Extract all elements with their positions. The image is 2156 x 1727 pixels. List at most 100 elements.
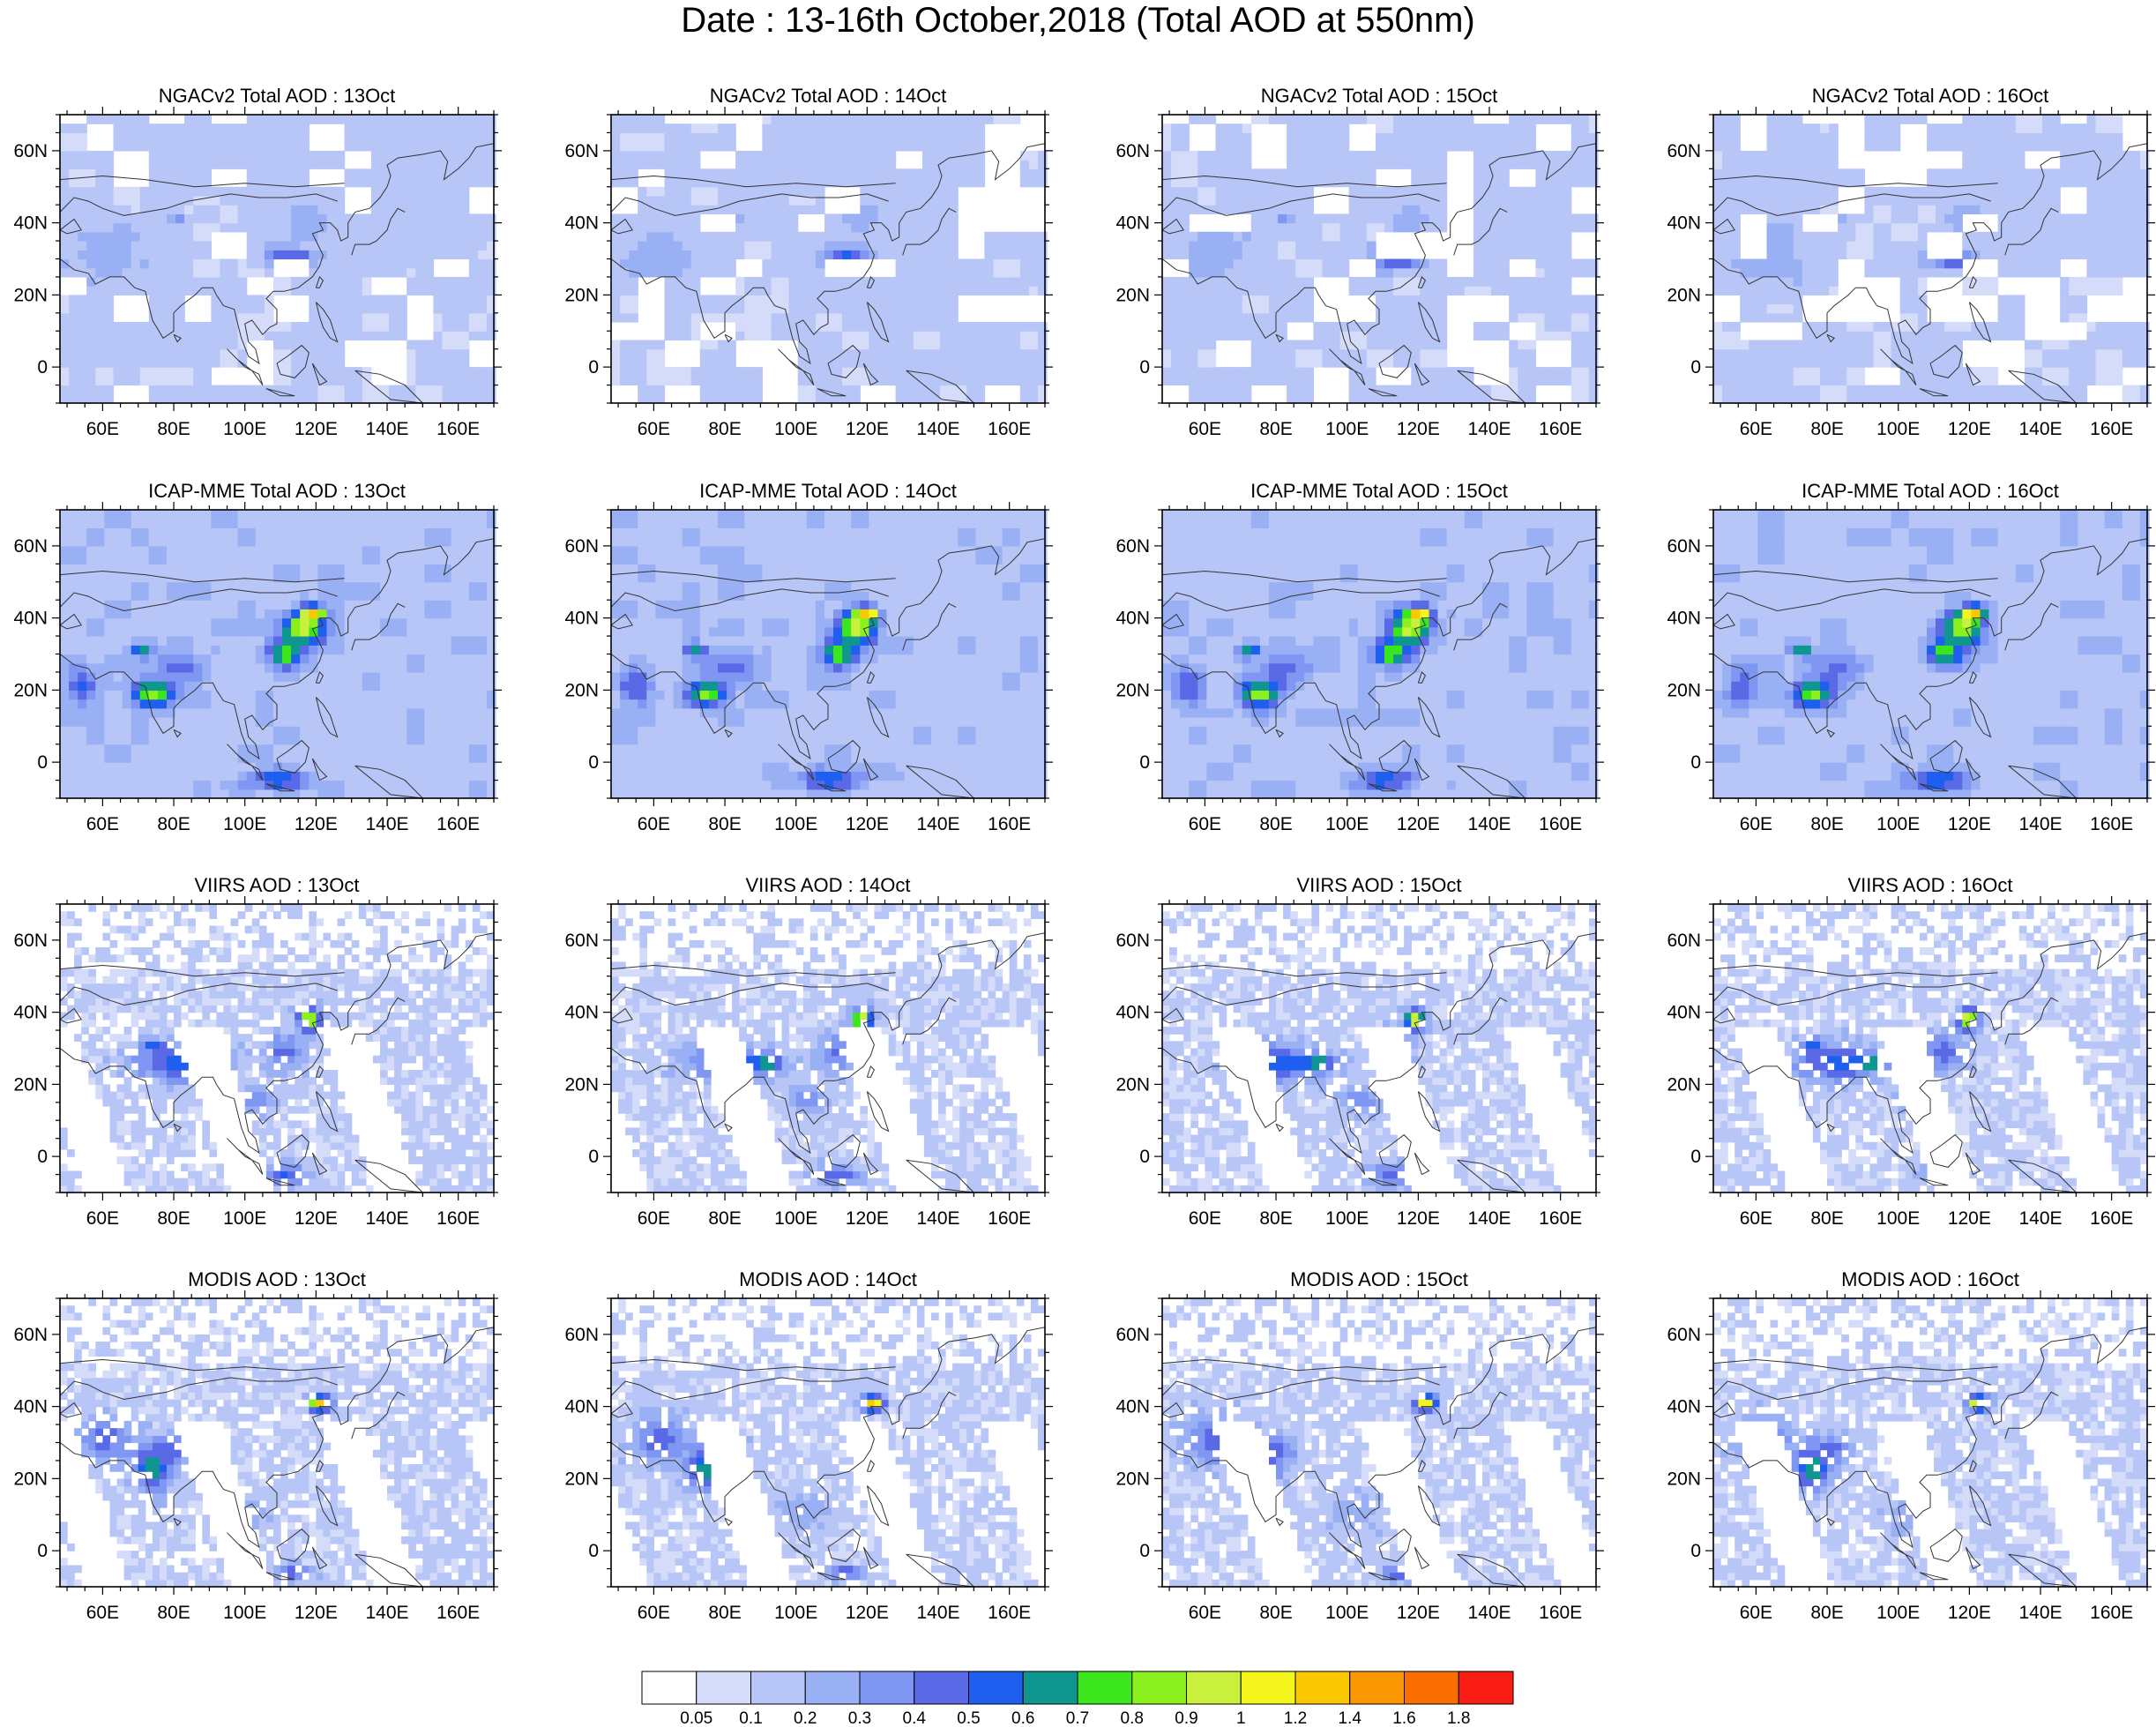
y-tick-label: 40N <box>13 213 48 234</box>
x-tick-label: 140E <box>1467 1208 1511 1229</box>
y-tick-label: 40N <box>1667 1003 1701 1023</box>
x-tick-label: 80E <box>1259 1603 1292 1623</box>
x-tick-label: 160E <box>436 814 480 834</box>
aod-field <box>60 510 496 799</box>
x-tick-label: 100E <box>1876 814 1920 834</box>
panel-title: VIIRS AOD : 16Oct <box>1847 874 2012 896</box>
y-tick-label: 20N <box>1667 285 1701 305</box>
y-tick-label: 0 <box>588 752 599 773</box>
x-tick-label: 140E <box>365 1603 408 1623</box>
x-tick-label: 100E <box>1876 419 1920 439</box>
y-tick-label: 0 <box>1139 752 1150 773</box>
x-tick-label: 140E <box>1467 814 1511 834</box>
colorbar-swatch <box>697 1671 751 1704</box>
y-tick-label: 20N <box>13 285 48 305</box>
x-tick-label: 160E <box>436 419 480 439</box>
x-tick-label: 80E <box>157 1603 190 1623</box>
x-tick-label: 120E <box>1397 419 1440 439</box>
x-tick-label: 120E <box>846 1603 889 1623</box>
colorbar: 0.05 0.1 0.2 0.3 0.4 0.5 0.6 0.7 0.8 0.9 1 1.2 1.4 1.… <box>642 1671 1513 1727</box>
x-tick-label: 100E <box>223 1208 266 1229</box>
x-tick-label: 100E <box>1876 1603 1920 1623</box>
y-tick-label: 20N <box>1667 680 1701 700</box>
y-tick-label: 0 <box>588 1147 599 1167</box>
x-tick-label: 60E <box>1189 814 1221 834</box>
y-tick-label: 20N <box>1115 1074 1150 1095</box>
x-tick-label: 120E <box>295 814 338 834</box>
y-tick-label: 60N <box>1667 931 1701 951</box>
x-tick-label: 160E <box>436 1603 480 1623</box>
x-tick-label: 140E <box>1467 419 1511 439</box>
x-tick-label: 140E <box>916 419 959 439</box>
colorbar-swatch <box>1132 1671 1187 1704</box>
x-tick-label: 100E <box>774 1603 817 1623</box>
y-tick-label: 20N <box>1115 1469 1150 1489</box>
y-tick-label: 20N <box>13 680 48 700</box>
colorbar-swatch <box>1405 1671 1459 1704</box>
y-tick-label: 60N <box>564 931 599 951</box>
x-tick-label: 100E <box>1876 1208 1920 1229</box>
x-tick-label: 140E <box>2018 1208 2062 1229</box>
x-tick-label: 140E <box>365 419 408 439</box>
x-tick-label: 160E <box>1539 419 1582 439</box>
y-tick-label: 0 <box>1139 1147 1150 1167</box>
panel-title: ICAP-MME Total AOD : 13Oct <box>148 480 406 502</box>
y-tick-label: 40N <box>564 213 599 234</box>
y-tick-label: 60N <box>564 536 599 557</box>
x-tick-label: 160E <box>1539 1603 1582 1623</box>
y-tick-label: 60N <box>13 141 48 161</box>
colorbar-swatch <box>642 1671 697 1704</box>
y-tick-label: 0 <box>1690 1147 1701 1167</box>
y-tick-label: 0 <box>588 1541 599 1561</box>
panel-title: VIIRS AOD : 15Oct <box>1296 874 1461 896</box>
y-tick-label: 20N <box>1115 680 1150 700</box>
y-tick-label: 60N <box>564 1325 599 1345</box>
colorbar-swatch <box>1023 1671 1078 1704</box>
x-tick-label: 80E <box>157 419 190 439</box>
y-tick-label: 40N <box>1115 609 1150 629</box>
y-tick-label: 20N <box>1667 1469 1701 1489</box>
colorbar-label: 0.6 <box>1011 1709 1034 1727</box>
colorbar-swatch <box>860 1671 914 1704</box>
x-tick-label: 80E <box>1810 1603 1843 1623</box>
x-tick-label: 120E <box>1948 1208 1991 1229</box>
aod-field <box>611 510 1048 799</box>
x-tick-label: 140E <box>365 814 408 834</box>
x-tick-label: 60E <box>86 1603 119 1623</box>
colorbar-label: 0.4 <box>903 1709 927 1727</box>
y-tick-label: 60N <box>13 1325 48 1345</box>
y-tick-label: 60N <box>1667 536 1701 557</box>
x-tick-label: 100E <box>1325 419 1369 439</box>
x-tick-label: 80E <box>708 814 741 834</box>
x-tick-label: 100E <box>1325 1208 1369 1229</box>
panel-title: MODIS AOD : 15Oct <box>1290 1268 1468 1290</box>
y-tick-label: 40N <box>1667 1397 1701 1417</box>
y-tick-label: 40N <box>1115 213 1150 234</box>
y-tick-label: 20N <box>564 1074 599 1095</box>
x-tick-label: 140E <box>2018 419 2062 439</box>
x-tick-label: 60E <box>1740 1208 1772 1229</box>
colorbar-swatch <box>1350 1671 1405 1704</box>
y-tick-label: 40N <box>13 1397 48 1417</box>
panel-title: VIIRS AOD : 14Oct <box>745 874 910 896</box>
x-tick-label: 140E <box>2018 814 2062 834</box>
x-tick-label: 100E <box>1325 814 1369 834</box>
colorbar-swatch <box>914 1671 969 1704</box>
y-tick-label: 40N <box>1115 1003 1150 1023</box>
y-tick-label: 60N <box>564 141 599 161</box>
x-tick-label: 120E <box>1397 1603 1440 1623</box>
x-tick-label: 140E <box>2018 1603 2062 1623</box>
x-tick-label: 100E <box>223 419 266 439</box>
y-tick-label: 0 <box>37 1541 48 1561</box>
x-tick-label: 160E <box>436 1208 480 1229</box>
x-tick-label: 160E <box>2090 419 2133 439</box>
colorbar-label: 0.7 <box>1066 1709 1089 1727</box>
y-tick-label: 0 <box>1690 357 1701 378</box>
panel-title: NGACv2 Total AOD : 14Oct <box>710 85 947 107</box>
x-tick-label: 160E <box>988 1603 1031 1623</box>
colorbar-label: 0.05 <box>680 1709 712 1727</box>
